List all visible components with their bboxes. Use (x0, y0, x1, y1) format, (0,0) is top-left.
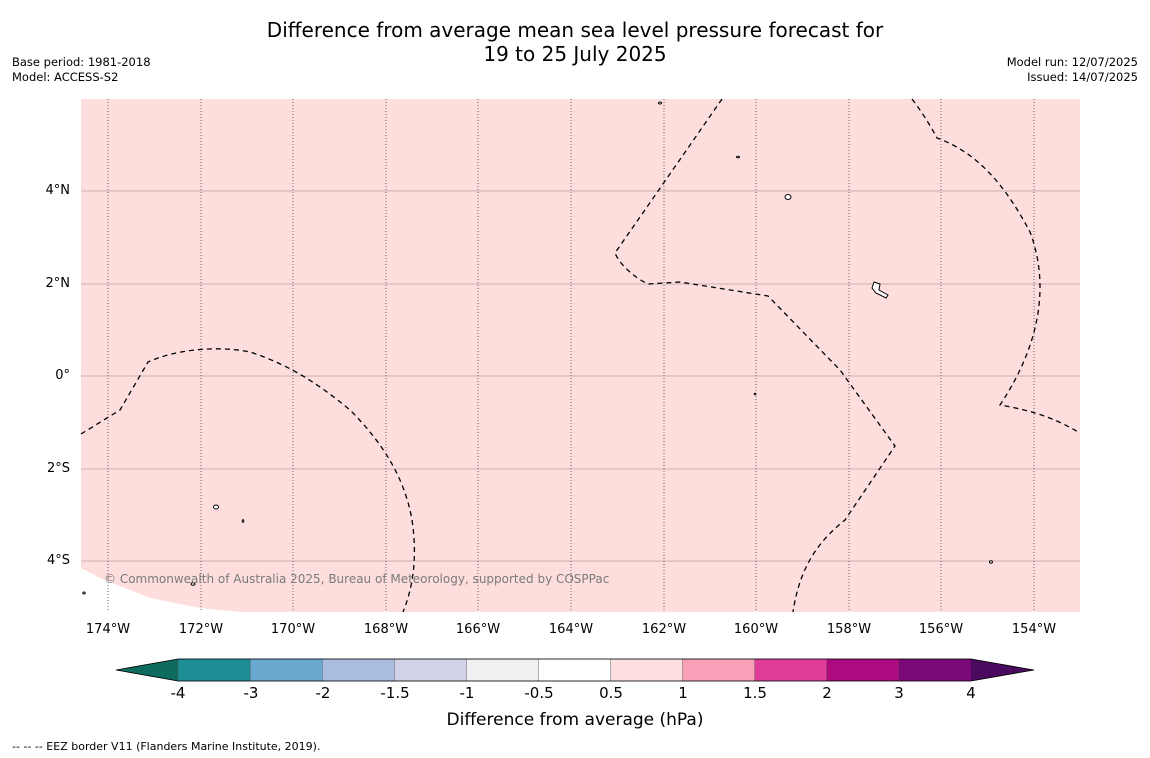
eez-border-east (911, 98, 1079, 433)
lat-label-2n: 2°N (45, 276, 71, 291)
title-line-2: 19 to 25 July 2025 (483, 42, 667, 66)
colorbar-tick: 4 (966, 684, 976, 702)
lat-label-0: 0° (55, 368, 70, 383)
colorbar-over-arrow (971, 659, 1034, 681)
colorbar-tick: 2 (822, 684, 832, 702)
model-text: Model: ACCESS-S2 (12, 70, 119, 84)
colorbar-tick: -4 (170, 684, 186, 702)
colorbar-segment (682, 658, 756, 682)
lon-label-172w: 172°W (178, 622, 224, 637)
colorbar-segment (177, 658, 251, 682)
lon-label-170w: 170°W (270, 622, 316, 637)
lon-label-158w: 158°W (826, 622, 872, 637)
lat-gridlines (81, 190, 1080, 562)
colorbar-tick: -0.5 (524, 684, 554, 702)
lat-label-4s: 4°S (46, 553, 70, 568)
colorbar-segments (177, 658, 972, 682)
eez-footer-note: -- -- -- EEZ border V11 (Flanders Marine… (12, 740, 321, 753)
lat-label-2s: 2°S (46, 461, 70, 476)
eez-border-west (80, 348, 416, 613)
map-background (81, 99, 1080, 612)
lon-label-160w: 160°W (733, 622, 779, 637)
island-small-a (736, 155, 740, 159)
colorbar-title: Difference from average (hPa) (446, 710, 704, 730)
copyright-notice: © Commonwealth of Australia 2025, Bureau… (104, 572, 610, 586)
colorbar-under-arrow (116, 659, 178, 681)
island-small-f (753, 392, 757, 396)
colorbar-segment (394, 658, 467, 682)
island-kiribati-north (658, 101, 662, 105)
lon-label-166w: 166°W (455, 622, 501, 637)
lon-label-174w: 174°W (85, 622, 131, 637)
island-small-b (784, 194, 792, 200)
colorbar-tick: -3 (243, 684, 259, 702)
islands (82, 101, 993, 595)
map-blank-corner (81, 568, 240, 612)
lat-label-4n: 4°N (45, 183, 71, 198)
colorbar-segment (321, 658, 395, 682)
colorbar-segment (466, 658, 539, 682)
colorbar-segment (249, 658, 323, 682)
model-run-text: Model run: 12/07/2025 (1006, 55, 1138, 69)
meta-right: Model run: 12/07/2025 Issued: 14/07/2025 (1007, 55, 1138, 85)
issued-text: Issued: 14/07/2025 (1027, 70, 1138, 84)
colorbar-tick: 3 (894, 684, 904, 702)
eez-border-center (614, 98, 896, 613)
colorbar-tick: 0.5 (599, 684, 623, 702)
colorbar-segment (826, 658, 900, 682)
colorbar-tick: 1 (678, 684, 688, 702)
colorbar-segment (538, 658, 612, 682)
island-small-d (241, 519, 245, 523)
lon-label-154w: 154°W (1011, 622, 1057, 637)
colorbar-segment (754, 658, 828, 682)
colorbar-tick: -2 (315, 684, 331, 702)
colorbar-tick: 1.5 (743, 684, 767, 702)
base-period-text: Base period: 1981-2018 (12, 55, 151, 69)
island-kiritimati (871, 281, 889, 299)
colorbar (115, 658, 1035, 682)
title-line-1: Difference from average mean sea level p… (266, 18, 884, 42)
meta-left: Base period: 1981-2018 Model: ACCESS-S2 (12, 55, 151, 85)
lon-label-168w: 168°W (363, 622, 409, 637)
colorbar-tick: -1.5 (380, 684, 410, 702)
colorbar-segment (898, 658, 972, 682)
colorbar-outline (115, 658, 1035, 682)
chart-title: Difference from average mean sea level p… (0, 18, 1150, 66)
lon-label-162w: 162°W (641, 622, 687, 637)
lon-label-164w: 164°W (548, 622, 594, 637)
lon-label-156w: 156°W (918, 622, 964, 637)
island-small-e (190, 582, 196, 586)
eez-borders (80, 98, 1079, 613)
island-small-h (82, 591, 86, 595)
colorbar-segment (610, 658, 684, 682)
island-small-g (989, 560, 993, 564)
colorbar-tick: -1 (459, 684, 475, 702)
island-small-c (213, 504, 219, 510)
